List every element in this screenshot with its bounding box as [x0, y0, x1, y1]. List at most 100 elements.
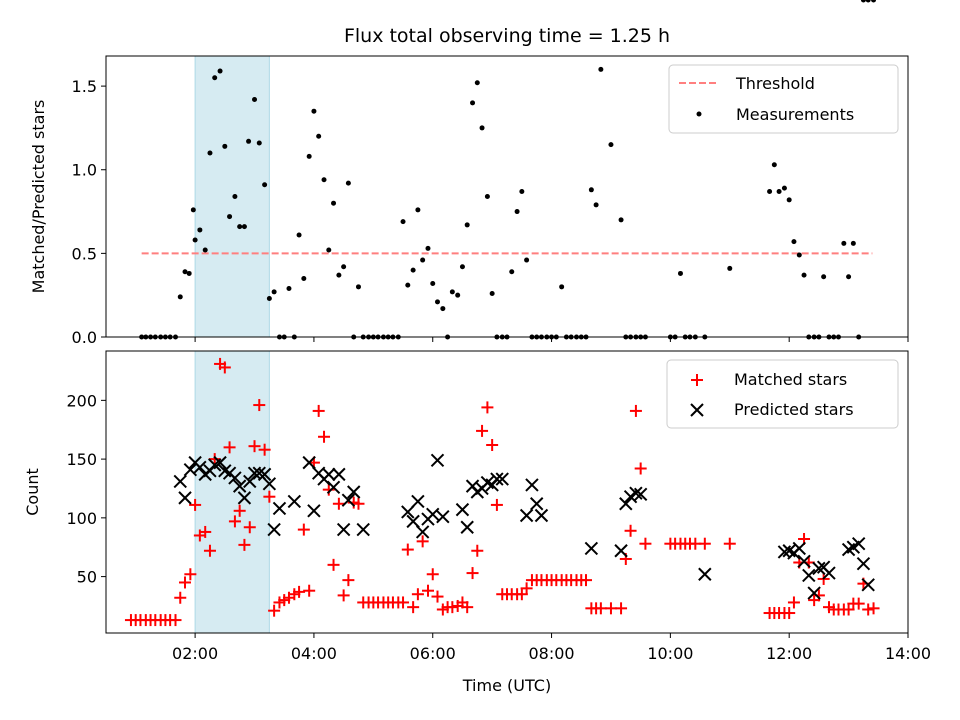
measurement-point — [484, 194, 490, 199]
matched-star-point — [238, 538, 251, 551]
matched-star-point — [867, 602, 880, 615]
predicted-star-point — [426, 507, 440, 522]
predicted-star-point — [173, 474, 187, 489]
measurement-point — [509, 269, 515, 275]
predicted-star-point — [797, 554, 811, 569]
measurement-point — [246, 138, 252, 144]
measurement-point — [796, 252, 802, 258]
predicted-star-point — [525, 478, 539, 492]
matched-star-point — [446, 601, 459, 614]
measurement-point — [311, 108, 317, 114]
bottom-y-tick-label: 50 — [77, 568, 97, 587]
matched-star-point — [723, 537, 736, 550]
predicted-star-point — [336, 522, 351, 537]
measurement-point — [850, 240, 856, 246]
matched-star-point — [604, 602, 617, 615]
matched-star-point — [332, 497, 345, 510]
matched-star-point — [342, 574, 355, 587]
predicted-star-point — [252, 466, 266, 480]
predicted-star-point — [178, 491, 192, 505]
matched-star-point — [253, 399, 266, 412]
measurement-point — [791, 239, 797, 245]
bottom-y-tick-label: 200 — [66, 391, 97, 410]
measurement-point — [336, 272, 342, 278]
matched-star-point — [783, 607, 796, 620]
measurement-point — [286, 285, 292, 291]
predicted-star-point — [411, 494, 425, 509]
measurement-point — [871, 0, 877, 3]
matched-stars-legend-swatch — [691, 374, 703, 386]
matched-star-point — [431, 590, 444, 603]
measurement-point — [489, 291, 495, 297]
predicted-star-point — [629, 486, 643, 500]
matched-star-point — [629, 404, 642, 417]
matched-star-point — [490, 498, 503, 511]
matched-star-point — [228, 515, 241, 528]
predicted-stars-legend-label: Predicted stars — [734, 400, 854, 419]
matched-star-point — [268, 604, 281, 617]
matched-star-point — [322, 483, 335, 496]
measurement-point — [262, 182, 268, 188]
measurement-point — [608, 142, 614, 148]
bottom-panel: 50 100 150 200 02:00 04:00 06:00 08:00 10:00 12:… — [23, 350, 931, 695]
predicted-star-point — [262, 477, 277, 491]
matched-star-point — [426, 568, 439, 581]
predicted-stars-series — [173, 453, 875, 600]
matched-stars-legend-label: Matched stars — [734, 370, 847, 389]
matched-star-point — [401, 543, 414, 556]
top-y-tick-label: 0.0 — [72, 328, 97, 347]
measurement-point — [227, 214, 233, 220]
measurement-point — [217, 68, 223, 74]
measurement-point — [801, 272, 807, 278]
matched-star-point — [248, 440, 261, 453]
measurement-point — [519, 188, 525, 194]
measurement-point — [326, 247, 332, 253]
measurement-point — [514, 209, 520, 215]
x-tick-label: 10:00 — [647, 644, 693, 663]
predicted-star-point — [519, 508, 534, 523]
matched-star-point — [471, 544, 484, 557]
top-highlight-span — [194, 55, 270, 338]
top-panel: 0.0 0.5 1.0 1.5 Matched/Predicted stars Thr… — [29, 0, 909, 347]
bottom-axes-frame — [105, 350, 909, 634]
measurement-point — [301, 275, 307, 281]
measurement-point — [767, 188, 773, 194]
measurement-point — [598, 66, 604, 72]
measurement-point — [420, 257, 426, 263]
matched-star-point — [812, 589, 825, 602]
matched-star-point — [258, 443, 271, 456]
predicted-star-point — [822, 566, 836, 580]
matched-star-point — [312, 404, 325, 417]
predicted-star-point — [415, 525, 430, 539]
measurement-point — [776, 188, 782, 194]
predicted-star-point — [619, 497, 633, 511]
predicted-star-point — [633, 487, 648, 502]
bottom-legend-box — [666, 359, 899, 429]
measurement-point — [316, 133, 322, 139]
bottom-y-tick-label: 100 — [66, 509, 97, 528]
measurement-point — [524, 257, 530, 263]
matched-star-point — [169, 614, 182, 627]
predicted-star-point — [193, 460, 207, 475]
measurement-point — [400, 219, 406, 225]
measurement-point — [405, 282, 411, 288]
measurement-point — [786, 197, 792, 203]
predicted-stars-legend-swatch — [690, 403, 704, 417]
predicted-star-point — [856, 556, 871, 571]
measurement-point — [846, 274, 852, 280]
measurement-point — [434, 299, 440, 305]
matched-star-point — [297, 523, 310, 536]
bottom-highlight-span — [194, 350, 270, 634]
predicted-star-point — [490, 472, 504, 486]
matched-stars-series — [124, 357, 880, 627]
measurement-point — [559, 284, 565, 290]
matched-star-point — [634, 462, 647, 475]
measurement-point — [593, 202, 599, 208]
measurement-point — [588, 187, 594, 193]
predicted-star-point — [529, 497, 544, 511]
top-x-ticks — [194, 337, 909, 342]
predicted-star-point — [430, 453, 445, 467]
x-tick-label: 04:00 — [291, 644, 337, 663]
measurement-point — [207, 150, 213, 156]
matched-star-point — [461, 601, 474, 614]
